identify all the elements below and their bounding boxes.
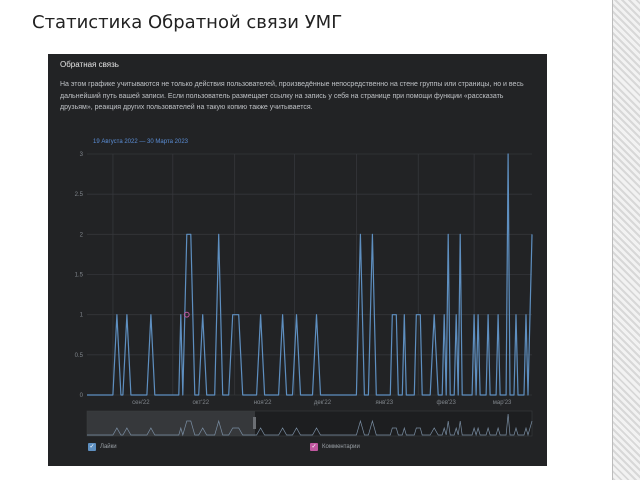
- y-tick-label: 0: [80, 393, 84, 399]
- feedback-chart[interactable]: 19 Августа 2022 — 30 Марта 2023 0 0.5 1 1.5 2…: [48, 54, 547, 466]
- legend-comments[interactable]: ✓ Комментарии: [310, 443, 360, 451]
- y-tick-label: 2: [80, 232, 84, 238]
- slide-title: Статистика Обратной связи УМГ: [32, 12, 343, 33]
- comments-checkbox-icon[interactable]: ✓: [310, 443, 318, 451]
- navigator-line: [87, 413, 533, 437]
- panel-description: На этом графике учитываются не только де…: [60, 81, 524, 111]
- legend-likes[interactable]: ✓ Лайки: [88, 443, 117, 451]
- comment-point[interactable]: [183, 311, 190, 318]
- x-tick-label: дек'22: [314, 400, 332, 406]
- y-tick-label: 2.5: [75, 192, 84, 198]
- date-range[interactable]: 19 Августа 2022 — 30 Марта 2023: [93, 139, 189, 145]
- y-tick-label: 0.5: [75, 353, 84, 359]
- x-tick-label: сен'22: [132, 400, 150, 406]
- x-tick-label: окт'22: [192, 400, 209, 406]
- y-tick-label: 1: [80, 313, 84, 319]
- navigator-handle[interactable]: [253, 417, 256, 429]
- legend-comments-label: Комментарии: [322, 444, 360, 450]
- y-tick-label: 3: [80, 152, 84, 158]
- panel-title: Обратная связь: [60, 60, 119, 69]
- feedback-panel: Обратная связь На этом графике учитывают…: [48, 54, 547, 466]
- x-tick-label: янв'23: [376, 400, 394, 406]
- slide-edge-pattern: [613, 0, 640, 480]
- legend-likes-label: Лайки: [100, 444, 117, 450]
- navigator-selection[interactable]: [87, 411, 255, 436]
- y-tick-label: 1.5: [75, 273, 84, 279]
- series-line-likes: [87, 153, 533, 396]
- x-tick-label: ноя'22: [254, 400, 272, 406]
- x-tick-label: фев'23: [437, 400, 457, 406]
- x-tick-label: мар'23: [493, 400, 512, 406]
- likes-checkbox-icon[interactable]: ✓: [88, 443, 96, 451]
- slide-edge-line: [612, 0, 613, 480]
